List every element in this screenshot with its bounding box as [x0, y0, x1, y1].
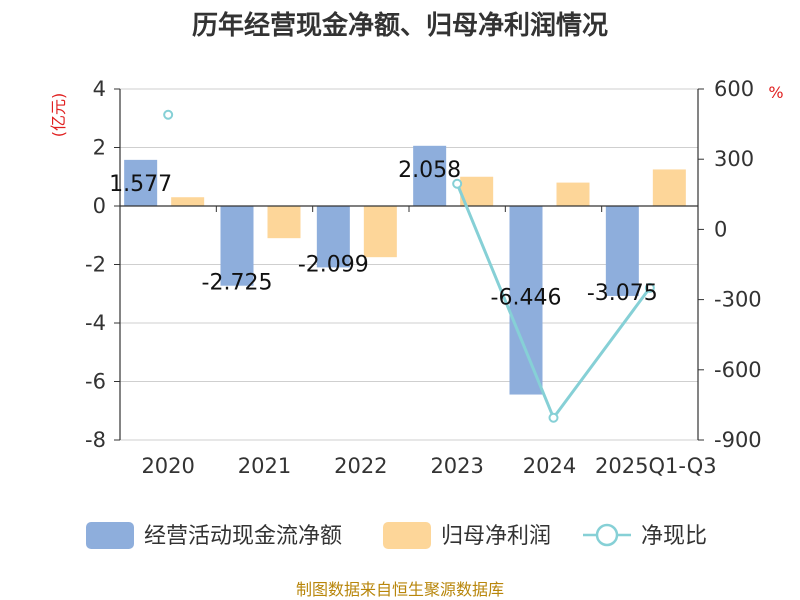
legend-item-profit[interactable]: 归母净利润 — [383, 522, 551, 549]
legend-marker-ratio — [595, 523, 619, 547]
legend-label-ratio: 净现比 — [641, 524, 707, 549]
left-tick-label: 4 — [93, 77, 106, 101]
x-tick-label: 2025Q1-Q3 — [595, 454, 717, 478]
left-tick-label: -4 — [85, 311, 106, 335]
legend-swatch-cashflow — [86, 522, 134, 549]
legend: 经营活动现金流净额 归母净利润 净现比 — [86, 522, 707, 549]
ratio-point — [548, 412, 559, 423]
x-tick-label: 2022 — [334, 454, 387, 478]
cashflow-data-label: -2.725 — [202, 271, 273, 296]
cashflow-bar — [220, 206, 254, 286]
cashflow-data-label: 1.577 — [109, 172, 172, 197]
ratio-point — [163, 109, 174, 120]
cashflow-data-label: -2.099 — [298, 252, 369, 277]
right-tick-label: -300 — [714, 288, 762, 312]
left-tick-label: -2 — [85, 253, 106, 277]
cashflow-bar — [605, 206, 639, 296]
ratio-line — [163, 109, 655, 423]
x-tick-label: 2021 — [238, 454, 291, 478]
left-tick-label: -8 — [85, 428, 106, 452]
source-note: 制图数据来自恒生聚源数据库 — [296, 580, 504, 599]
legend-item-ratio[interactable]: 净现比 — [583, 523, 707, 549]
cashflow-bar — [509, 206, 543, 395]
x-tick-label: 2023 — [430, 454, 483, 478]
profit-bar — [171, 197, 205, 206]
legend-label-cashflow: 经营活动现金流净额 — [144, 524, 342, 549]
left-tick-label: 2 — [93, 136, 106, 160]
cashflow-bar — [124, 159, 158, 206]
cashflow-data-label: 2.058 — [398, 158, 461, 183]
right-tick-label: -600 — [714, 358, 762, 382]
cashflow-data-label: -3.075 — [587, 281, 658, 306]
x-tick-label: 2024 — [523, 454, 576, 478]
profit-bar — [556, 182, 590, 206]
x-tick-label: 2020 — [141, 454, 194, 478]
cashflow-data-label: -6.446 — [491, 286, 562, 311]
right-tick-label: 600 — [714, 77, 754, 101]
legend-swatch-profit — [383, 522, 431, 549]
cashflow-bar — [316, 206, 350, 268]
profit-bar — [363, 206, 397, 258]
legend-item-cashflow[interactable]: 经营活动现金流净额 — [86, 522, 342, 549]
profit-bar — [652, 169, 686, 206]
left-axis-unit: (亿元) — [49, 93, 68, 138]
ratio-point — [452, 178, 463, 189]
data-labels: 1.577 -2.725 -2.099 2.058 -6.446 -3.075 — [109, 158, 658, 311]
profit-bar — [267, 206, 301, 239]
chart-title: 历年经营现金净额、归母净利润情况 — [192, 10, 608, 41]
cashflow-bar — [413, 145, 447, 206]
bars — [124, 145, 686, 395]
right-axis-unit: % — [768, 83, 783, 102]
left-tick-label: -6 — [85, 370, 106, 394]
gridlines — [120, 88, 698, 441]
right-tick-label: -900 — [714, 428, 762, 452]
axes: 4 2 0 -2 -4 -6 -8 600 300 0 -300 -600 -900 2020 2021 20… — [85, 77, 762, 478]
ratio-point — [644, 282, 655, 293]
right-tick-label: 0 — [714, 217, 727, 241]
right-tick-label: 300 — [714, 147, 754, 171]
legend-label-profit: 归母净利润 — [441, 524, 551, 549]
left-tick-label: 0 — [93, 194, 106, 218]
